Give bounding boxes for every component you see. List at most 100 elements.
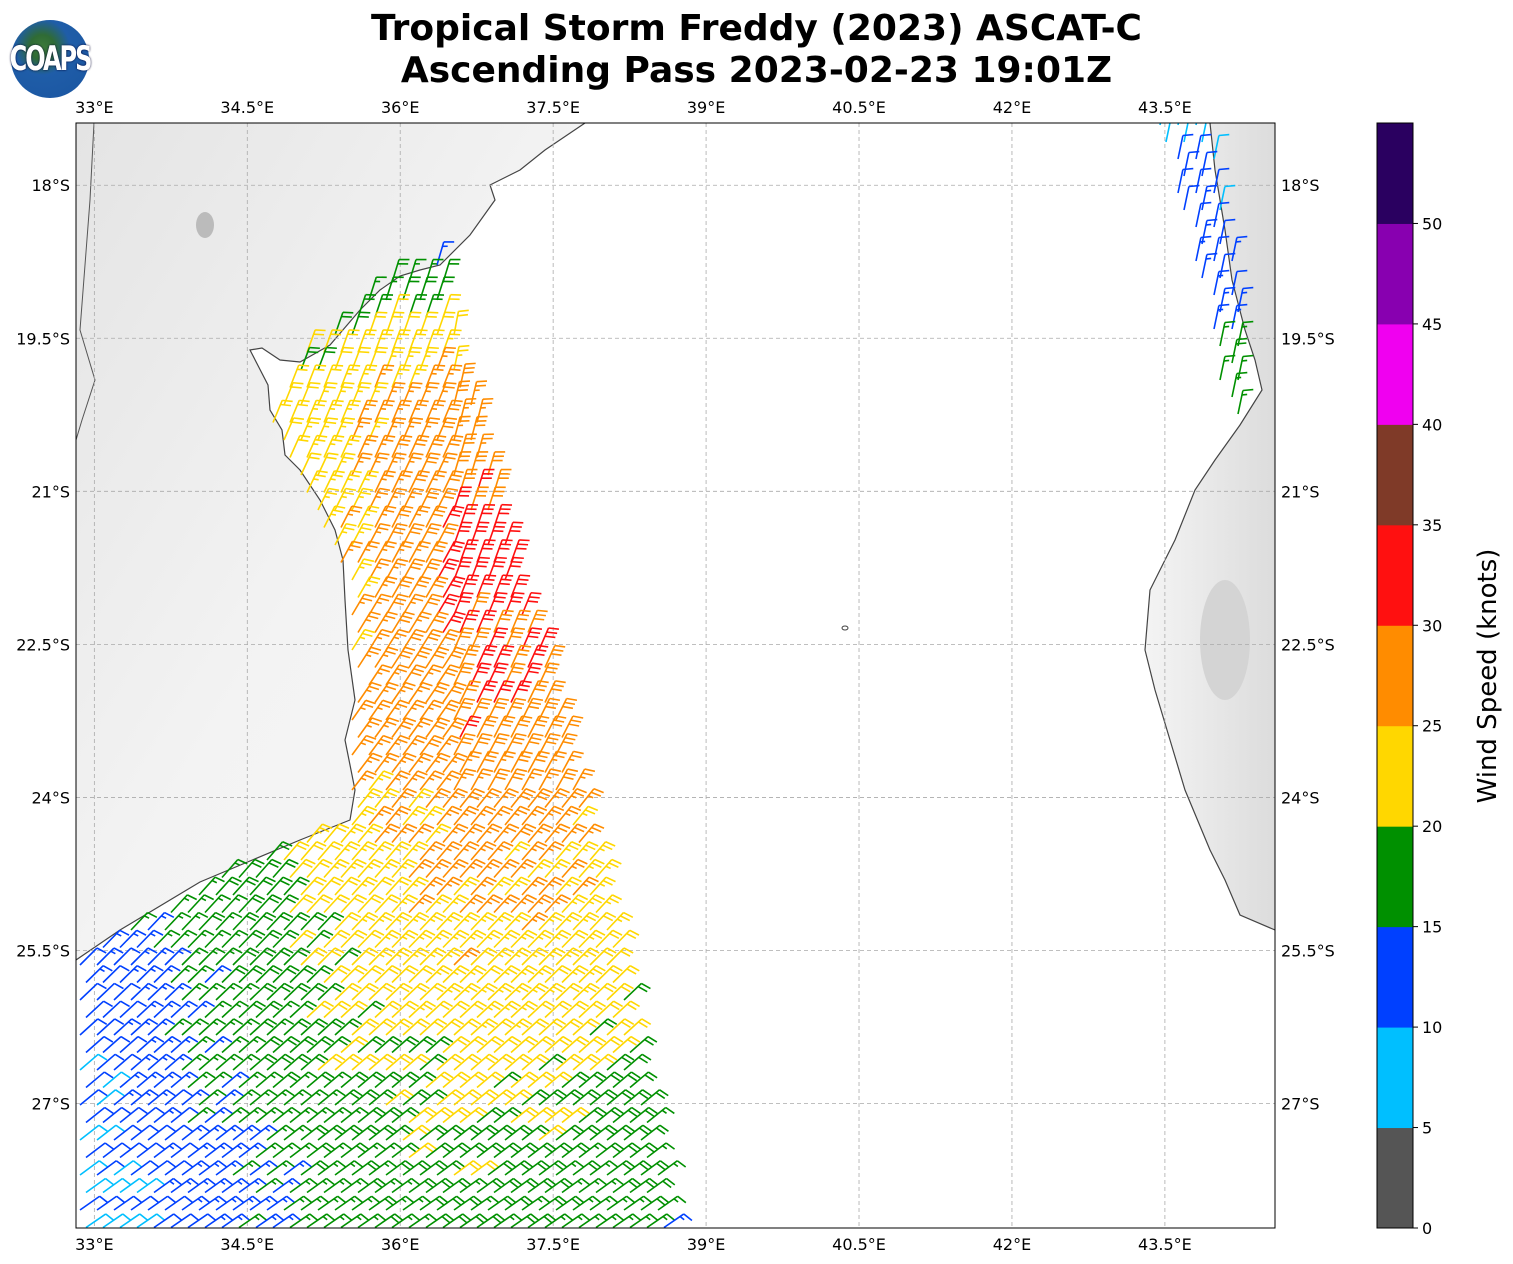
wind-barb	[391, 329, 411, 353]
wind-barb	[368, 911, 396, 931]
wind-barb	[442, 1213, 472, 1228]
wind-barb	[374, 646, 399, 668]
wind-barb	[476, 1213, 506, 1228]
wind-barb	[102, 1142, 132, 1159]
wind-barb	[510, 894, 538, 914]
wind-barb	[374, 787, 400, 808]
wind-barb	[204, 965, 232, 984]
wind-barb	[521, 911, 549, 931]
wind-barb	[657, 1160, 687, 1176]
wind-barb	[453, 1124, 482, 1141]
wind-barb	[283, 1018, 312, 1036]
wind-barb	[249, 947, 277, 966]
wind-barb	[113, 982, 141, 1001]
plot-frame	[75, 122, 1276, 1229]
wind-barb	[419, 699, 444, 721]
wind-barb	[351, 770, 377, 791]
wind-barb	[459, 644, 481, 668]
wind-barb	[402, 982, 430, 1001]
wind-barb	[623, 1160, 653, 1176]
wind-barb	[368, 311, 388, 336]
wind-barb	[306, 434, 328, 458]
wind-barb	[232, 876, 259, 896]
wind-barb	[119, 1000, 147, 1019]
wind-barb	[85, 1177, 115, 1194]
wind-barb	[323, 364, 344, 388]
wind-barb	[198, 911, 226, 931]
wind-barb	[136, 1071, 165, 1089]
wind-barb	[351, 911, 379, 931]
wind-barb	[266, 947, 294, 966]
wind-barb	[351, 734, 377, 756]
wind-barb	[442, 258, 461, 283]
wind-barb	[300, 452, 322, 476]
wind-barb	[340, 1000, 368, 1019]
wind-barb	[385, 1018, 414, 1036]
wind-barb	[300, 1053, 329, 1071]
wind-barb	[510, 823, 537, 844]
wind-barb	[79, 1160, 109, 1176]
wind-barb	[170, 1213, 200, 1228]
wind-barb	[436, 346, 456, 371]
wind-barb	[470, 876, 497, 896]
wind-barb	[204, 894, 232, 914]
wind-barb	[578, 1177, 608, 1194]
wind-barb	[102, 1035, 131, 1054]
wind-barb	[357, 1142, 387, 1159]
wind-barb	[493, 1035, 522, 1054]
wind-barb	[340, 858, 367, 879]
wind-barb	[561, 1177, 591, 1194]
wind-barb	[374, 1106, 403, 1124]
wind-barb	[459, 1071, 488, 1089]
wind-barb	[561, 1000, 589, 1019]
wind-barb	[436, 381, 457, 406]
wind-barb	[425, 1071, 454, 1089]
wind-barb	[153, 1106, 182, 1124]
wind-barb	[334, 1018, 363, 1036]
wind-barb	[476, 858, 503, 879]
wind-barb	[476, 894, 504, 914]
wind-barb	[340, 894, 368, 914]
wind-barb	[255, 965, 283, 984]
coastline-mozambique	[76, 123, 586, 961]
wind-barb	[606, 947, 634, 966]
gridlines	[76, 123, 1275, 1228]
wind-barb	[476, 750, 499, 773]
wind-barb	[79, 1124, 108, 1141]
lon-tick-label-top: 33°E	[75, 98, 113, 117]
wind-barb	[385, 346, 405, 371]
wind-barb	[181, 1195, 211, 1211]
wind-barb	[436, 841, 463, 861]
wind-barb	[215, 1053, 244, 1071]
wind-barb	[504, 1124, 533, 1141]
wind-barb	[425, 364, 446, 388]
wind-barb	[425, 505, 448, 528]
wind-barb	[476, 1177, 506, 1194]
wind-barb	[425, 965, 453, 984]
wind-barb	[187, 1106, 216, 1124]
wind-barb	[317, 1089, 346, 1106]
wind-barb	[408, 540, 431, 563]
wind-barb	[334, 911, 362, 931]
wind-barb	[487, 876, 514, 896]
wind-barb	[1195, 123, 1198, 126]
wind-barb	[1219, 218, 1236, 245]
wind-barb	[272, 1000, 300, 1019]
wind-barb	[453, 1160, 483, 1176]
wind-barb	[232, 982, 260, 1001]
wind-barb	[340, 965, 368, 984]
wind-barb	[425, 575, 449, 598]
wind-barb	[96, 1195, 126, 1211]
wind-barb	[323, 1213, 353, 1228]
wind-barb	[130, 1018, 159, 1036]
wind-barb	[538, 1124, 567, 1141]
wind-barb	[317, 947, 345, 966]
wind-barb	[493, 750, 516, 773]
wind-barb	[646, 1106, 675, 1124]
wind-barb	[402, 1053, 431, 1071]
wind-barb	[470, 982, 498, 1001]
wind-barb	[436, 241, 455, 266]
wind-barb	[368, 805, 395, 826]
wind-barb	[317, 982, 345, 1001]
wind-barb	[402, 1089, 431, 1106]
